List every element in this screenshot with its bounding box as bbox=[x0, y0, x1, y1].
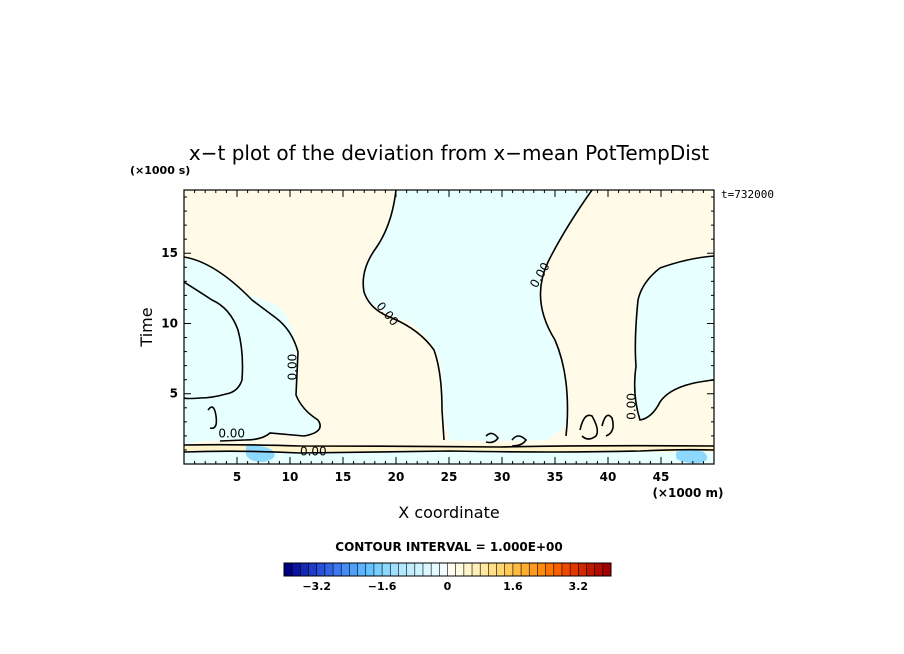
x-tick-label: 35 bbox=[547, 470, 564, 484]
colorbar-cell bbox=[365, 563, 375, 576]
colorbar-cell bbox=[496, 563, 506, 576]
field-strong-negative-patch bbox=[246, 445, 275, 462]
colorbar-cell bbox=[439, 563, 448, 576]
colorbar-cell bbox=[324, 563, 334, 576]
x-tick-label: 5 bbox=[233, 470, 241, 484]
colorbar-cell bbox=[463, 563, 473, 576]
colorbar-cell bbox=[480, 563, 489, 576]
colorbar-cell bbox=[333, 563, 342, 576]
contour-line bbox=[485, 432, 499, 444]
colorbar-tick-label: 0 bbox=[444, 580, 452, 593]
colorbar-tick-label: 3.2 bbox=[569, 580, 589, 593]
contour-line bbox=[633, 255, 714, 421]
x-tick-label: 15 bbox=[335, 470, 352, 484]
x-tick-label: 10 bbox=[282, 470, 299, 484]
colorbar-cell bbox=[431, 563, 440, 576]
contour-line bbox=[601, 414, 614, 437]
contour-label: 0.00 bbox=[218, 426, 245, 440]
colorbar-cell bbox=[521, 563, 530, 576]
contour-lines bbox=[184, 190, 714, 454]
colorbar-cell bbox=[455, 563, 465, 576]
colorbar-cell bbox=[422, 563, 432, 576]
colorbar-ticks: −3.2 −1.6 0 1.6 3.2 bbox=[302, 580, 588, 593]
colorbar-cell bbox=[504, 563, 514, 576]
field-negative-region-right bbox=[634, 256, 714, 420]
colorbar-cell bbox=[472, 563, 481, 576]
colorbar-cell bbox=[341, 563, 350, 576]
colorbar-cell bbox=[561, 563, 571, 576]
colorbar-cell bbox=[406, 563, 416, 576]
colorbar-cell bbox=[398, 563, 407, 576]
colorbar-cell bbox=[308, 563, 317, 576]
colorbar-cell bbox=[300, 563, 309, 576]
contour-line bbox=[362, 190, 445, 441]
y-tick-label: 5 bbox=[170, 387, 178, 401]
colorbar bbox=[283, 562, 612, 577]
x-tick-label: 30 bbox=[494, 470, 511, 484]
field-positive-band bbox=[184, 445, 714, 452]
y-axis-label: Time bbox=[137, 307, 156, 347]
colorbar-frame bbox=[283, 562, 612, 577]
colorbar-cell bbox=[390, 563, 399, 576]
contour-label: 0.00 bbox=[285, 354, 299, 381]
colorbar-cell bbox=[357, 563, 367, 576]
colorbar-cell bbox=[512, 563, 522, 576]
colorbar-cell bbox=[292, 563, 301, 576]
colorbar-cell bbox=[414, 563, 424, 576]
colorbar-cell bbox=[284, 563, 293, 576]
field-strong-negative-patch bbox=[676, 450, 708, 464]
colorbar-cell bbox=[529, 563, 538, 576]
colorbar-tick-label: −1.6 bbox=[368, 580, 397, 593]
colorbar-cell bbox=[316, 563, 326, 576]
colorbar-cell bbox=[447, 563, 456, 576]
y-tick-label: 10 bbox=[161, 316, 178, 330]
field-negative-region-center bbox=[363, 190, 592, 441]
contour-line bbox=[207, 406, 218, 430]
colorbar-cell bbox=[349, 563, 358, 576]
colorbar-cell bbox=[570, 563, 579, 576]
contour-interval-label: CONTOUR INTERVAL = 1.000E+00 bbox=[335, 540, 562, 554]
contour-line bbox=[539, 190, 593, 437]
contour-label: 0.00 bbox=[625, 393, 639, 420]
y-tick-label: 15 bbox=[161, 246, 178, 260]
time-stamp: t=732000 bbox=[721, 188, 774, 201]
colorbar-cell bbox=[545, 563, 555, 576]
y-axis: 5 10 15 bbox=[161, 196, 714, 451]
contour-line bbox=[579, 414, 599, 440]
x-tick-label: 20 bbox=[388, 470, 405, 484]
plot-area: 0.000.000.000.000.000.00 bbox=[184, 190, 714, 464]
contour-line bbox=[184, 281, 244, 400]
colorbar-cell bbox=[382, 563, 391, 576]
contour-line bbox=[184, 443, 714, 448]
contour-line bbox=[511, 435, 528, 447]
x-tick-label: 25 bbox=[441, 470, 458, 484]
colorbar-cell bbox=[373, 563, 383, 576]
x-tick-label: 40 bbox=[600, 470, 617, 484]
y-unit-label: (×1000 s) bbox=[130, 164, 190, 177]
contour-line bbox=[184, 448, 714, 454]
x-tick-label: 45 bbox=[653, 470, 670, 484]
colorbar-cell bbox=[586, 563, 595, 576]
colorbar-cell bbox=[578, 563, 587, 576]
chart-title: x−t plot of the deviation from x−mean Po… bbox=[189, 141, 709, 165]
field-negative-region-middle-left bbox=[184, 257, 276, 398]
x-axis: 5 10 15 20 25 30 35 40 45 bbox=[194, 190, 704, 484]
colorbar-cell bbox=[488, 563, 497, 576]
x-axis-label: X coordinate bbox=[398, 503, 499, 522]
colorbar-tick-label: −3.2 bbox=[302, 580, 331, 593]
contour-label: 0.00 bbox=[300, 445, 327, 459]
colorbar-cell bbox=[553, 563, 563, 576]
contour-line bbox=[184, 256, 321, 442]
colorbar-cell bbox=[602, 563, 612, 576]
colorbar-tick-label: 1.6 bbox=[503, 580, 523, 593]
colorbar-cell bbox=[594, 563, 604, 576]
x-unit-label: (×1000 m) bbox=[652, 486, 723, 500]
colorbar-cell bbox=[537, 563, 546, 576]
